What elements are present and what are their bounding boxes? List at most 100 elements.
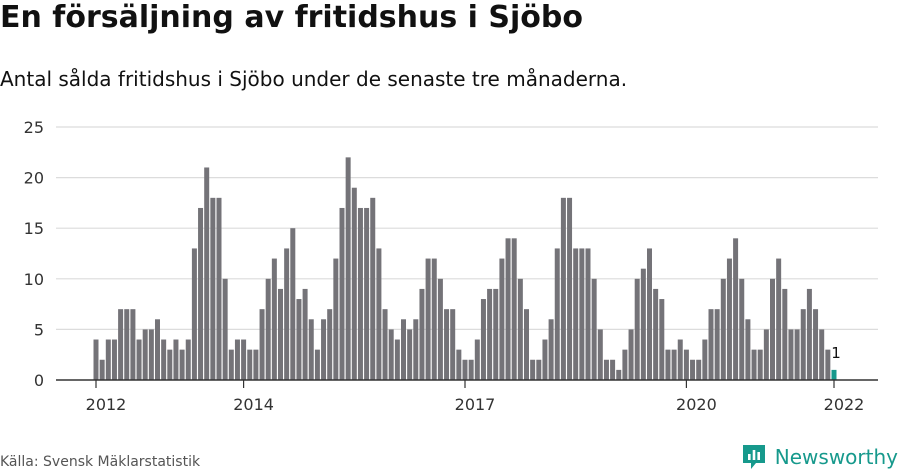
bar xyxy=(296,299,302,380)
y-tick-label-25: 25 xyxy=(24,118,44,137)
bar xyxy=(314,349,320,380)
bar xyxy=(339,207,345,380)
bar xyxy=(524,309,529,380)
bar xyxy=(142,329,148,380)
bar xyxy=(634,278,640,380)
bar xyxy=(327,309,333,380)
bar xyxy=(733,238,739,380)
bar xyxy=(683,349,689,380)
bar xyxy=(542,339,548,380)
bar xyxy=(394,339,400,380)
bar xyxy=(321,319,327,380)
bar xyxy=(99,359,105,380)
bar xyxy=(111,339,117,380)
bar xyxy=(333,258,339,380)
newsworthy-logo-icon xyxy=(742,445,765,469)
bar xyxy=(376,248,382,380)
bar xyxy=(130,309,136,380)
bar-highlight xyxy=(831,369,837,380)
bar xyxy=(610,359,616,380)
bar xyxy=(161,339,167,380)
bar xyxy=(493,288,499,380)
bar xyxy=(431,258,437,380)
bar xyxy=(487,288,493,380)
x-tick-label-2014: 2014 xyxy=(233,395,274,414)
bar xyxy=(118,309,124,380)
bar xyxy=(462,359,468,380)
bar xyxy=(155,319,160,380)
bar xyxy=(259,309,265,380)
bar xyxy=(456,349,462,380)
brand-logo[interactable]: Newsworthy xyxy=(741,443,898,471)
bar xyxy=(290,228,296,380)
bar xyxy=(770,278,775,380)
bar xyxy=(776,258,782,380)
bar xyxy=(370,197,376,380)
brand-name: Newsworthy xyxy=(774,445,898,469)
bar xyxy=(585,248,591,380)
bar xyxy=(622,349,628,380)
bar xyxy=(806,288,812,380)
y-tick-label-5: 5 xyxy=(34,320,44,339)
bar xyxy=(505,238,511,380)
x-axis-ticks: 2012 2014 2017 2020 2022 xyxy=(86,380,864,414)
bar xyxy=(782,288,788,380)
bar xyxy=(425,258,431,380)
source-note: Källa: Svensk Mäklarstatistik xyxy=(0,454,201,470)
bar xyxy=(665,349,671,380)
y-tick-label-15: 15 xyxy=(24,219,44,238)
bar xyxy=(536,359,542,380)
bar xyxy=(351,187,357,380)
bar xyxy=(794,329,800,380)
bar xyxy=(437,278,443,380)
bar xyxy=(714,309,720,380)
y-tick-label-10: 10 xyxy=(24,270,44,289)
bar xyxy=(450,309,456,380)
bar xyxy=(185,339,191,380)
bar xyxy=(788,329,794,380)
bar xyxy=(179,349,185,380)
bar xyxy=(93,339,99,380)
chart-subtitle: Antal sålda fritidshus i Sjöbo under de … xyxy=(0,67,628,91)
bar xyxy=(800,309,806,380)
bar xyxy=(191,248,197,380)
bar xyxy=(148,329,154,380)
bar xyxy=(444,309,450,380)
bar xyxy=(210,197,216,380)
bar xyxy=(591,278,597,380)
bar xyxy=(628,329,634,380)
bar-chart: 0 5 10 15 20 25 2012 2014 2017 2020 2022 1 xyxy=(24,118,878,414)
bar xyxy=(554,248,560,380)
bar xyxy=(480,299,486,380)
bar xyxy=(696,359,702,380)
bar xyxy=(616,369,622,380)
bar xyxy=(407,329,413,380)
bar xyxy=(726,258,732,380)
bar xyxy=(720,278,726,380)
bar xyxy=(751,349,757,380)
footer: Källa: Svensk Mäklarstatistik Newsworthy xyxy=(0,440,900,474)
gridlines xyxy=(56,126,878,330)
data-labels: 1 xyxy=(831,344,841,362)
y-tick-label-20: 20 xyxy=(24,169,44,188)
bar xyxy=(173,339,179,380)
bar xyxy=(265,278,271,380)
bar xyxy=(105,339,111,380)
data-label-latest: 1 xyxy=(831,344,841,362)
bar xyxy=(659,299,665,380)
bar xyxy=(167,349,173,380)
bar xyxy=(671,349,677,380)
bar xyxy=(640,268,646,380)
bar xyxy=(745,319,751,380)
bar xyxy=(382,309,388,380)
bar xyxy=(284,248,290,380)
bar xyxy=(499,258,505,380)
bar xyxy=(603,359,609,380)
bar xyxy=(757,349,763,380)
bar xyxy=(222,278,228,380)
bar xyxy=(302,288,308,380)
bar xyxy=(579,248,585,380)
bar xyxy=(419,288,425,380)
bar xyxy=(241,339,247,380)
bar xyxy=(560,197,566,380)
